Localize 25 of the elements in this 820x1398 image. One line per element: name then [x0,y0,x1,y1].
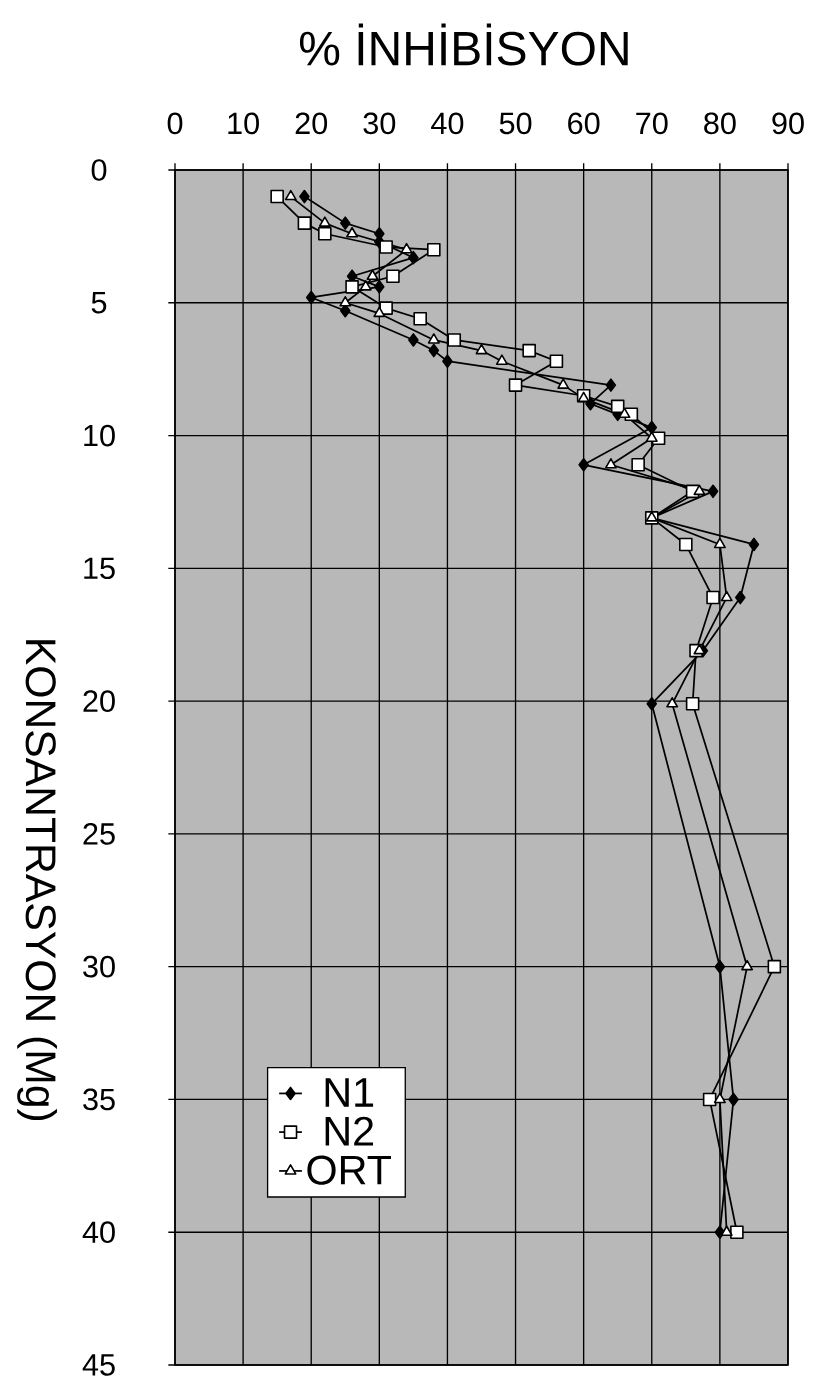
y-tick-label: 35 [83,1088,115,1111]
y-tick-label: 40 [82,1221,115,1244]
y-tick-label: 0 [91,159,107,181]
x-tick-label: 60 [568,112,600,135]
x-tick-label: 20 [295,112,328,135]
legend-label: N1 [325,1078,374,1107]
x-tick-label: 10 [228,112,259,135]
x-tick-label: 30 [363,112,396,135]
x-tick-label: 40 [431,112,464,135]
x-axis-title: % İNHİBİSYON [299,23,628,66]
x-tick-label: 80 [704,112,736,135]
y-tick-label: 15 [84,557,115,580]
y-tick-label: 20 [83,690,115,712]
y-tick-label: 25 [83,823,115,845]
legend-label: N2 [325,1116,374,1146]
legend-label: ORT [307,1155,391,1185]
y-tick-label: 10 [84,424,115,447]
x-tick-label: 0 [167,112,183,135]
y-axis-title: KONSANTRASYON (Mg) [17,640,57,1121]
y-tick-label: 45 [82,1354,115,1376]
x-tick-label: 50 [499,112,532,135]
y-tick-label: 5 [91,292,107,314]
x-tick-label: 70 [636,112,668,135]
x-tick-label: 90 [772,112,804,135]
y-tick-label: 30 [83,955,115,978]
